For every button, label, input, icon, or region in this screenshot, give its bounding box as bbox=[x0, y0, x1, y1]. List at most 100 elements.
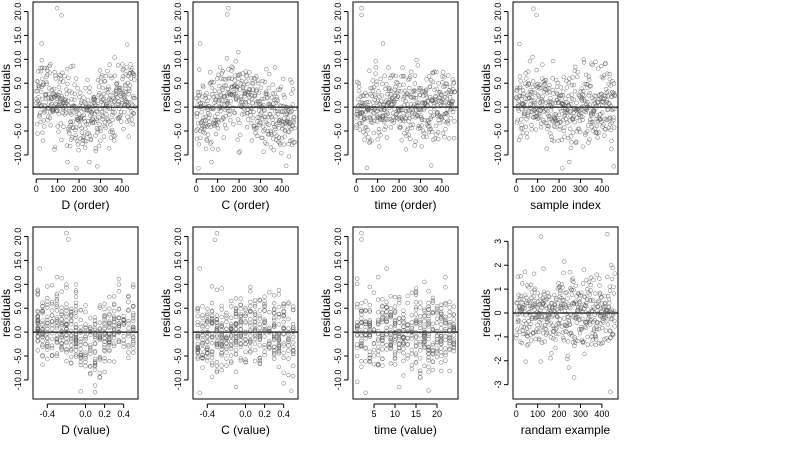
residual-point bbox=[82, 145, 88, 150]
residual-point bbox=[374, 113, 380, 119]
residual-point bbox=[439, 334, 444, 339]
residual-point bbox=[434, 320, 440, 325]
residual-point bbox=[200, 332, 205, 338]
residual-point bbox=[543, 303, 548, 308]
residual-point bbox=[359, 324, 364, 329]
residual-point bbox=[209, 313, 215, 319]
residual-point bbox=[40, 308, 45, 314]
residual-point bbox=[603, 304, 608, 309]
residual-point bbox=[45, 340, 50, 345]
residual-point bbox=[78, 336, 83, 342]
residual-point bbox=[44, 81, 49, 87]
residual-point bbox=[418, 320, 423, 325]
residual-point bbox=[355, 320, 360, 325]
residual-point bbox=[102, 120, 108, 125]
residual-point bbox=[608, 389, 613, 395]
residual-point bbox=[272, 91, 278, 96]
residual-point bbox=[565, 296, 570, 301]
residual-point bbox=[275, 111, 281, 117]
residual-point bbox=[47, 115, 53, 121]
residual-point bbox=[441, 103, 447, 108]
residual-point bbox=[243, 341, 248, 347]
residual-point bbox=[246, 89, 251, 95]
residual-point bbox=[443, 358, 448, 363]
residual-point bbox=[108, 122, 113, 127]
residual-point bbox=[366, 105, 372, 111]
residual-point bbox=[392, 321, 398, 327]
residual-point bbox=[529, 290, 535, 295]
residual-point bbox=[212, 100, 217, 106]
residual-point bbox=[422, 332, 427, 337]
residual-point bbox=[54, 351, 60, 356]
residual-point bbox=[518, 84, 523, 89]
residual-point bbox=[64, 346, 69, 352]
residual-point bbox=[197, 266, 202, 271]
residual-point bbox=[359, 307, 364, 312]
residual-point bbox=[267, 344, 272, 350]
residual-point bbox=[234, 87, 240, 92]
residual-point bbox=[388, 343, 393, 348]
y-tick-label: 15.0 bbox=[13, 27, 23, 45]
y-tick-label: 20.0 bbox=[333, 3, 343, 21]
residual-point bbox=[514, 88, 519, 93]
residual-point bbox=[200, 355, 205, 361]
residual-point bbox=[518, 274, 523, 279]
residual-point bbox=[372, 105, 378, 111]
residual-point bbox=[363, 321, 368, 327]
residual-point bbox=[44, 66, 50, 71]
residual-point bbox=[260, 78, 265, 84]
residual-point bbox=[85, 108, 90, 113]
residual-point bbox=[237, 120, 242, 126]
residual-point bbox=[611, 164, 616, 169]
residual-point bbox=[413, 289, 419, 294]
residual-point bbox=[72, 97, 77, 103]
residual-point bbox=[214, 76, 220, 81]
residual-point bbox=[261, 96, 267, 101]
residual-point bbox=[388, 340, 393, 345]
residual-point bbox=[206, 115, 211, 120]
residual-point bbox=[612, 324, 617, 329]
residual-point bbox=[609, 138, 614, 144]
residual-point bbox=[397, 320, 402, 325]
residual-point bbox=[35, 330, 40, 335]
residual-point bbox=[257, 316, 263, 321]
residual-point bbox=[570, 130, 576, 135]
residual-point bbox=[92, 363, 98, 368]
residual-point bbox=[238, 323, 243, 328]
residual-point bbox=[383, 124, 388, 129]
residual-point bbox=[107, 313, 112, 318]
residual-point bbox=[543, 326, 548, 331]
residual-point bbox=[58, 96, 64, 102]
residual-point bbox=[88, 137, 94, 143]
residual-point bbox=[546, 89, 552, 95]
residual-point bbox=[430, 298, 435, 303]
residual-point bbox=[80, 141, 85, 147]
residual-point bbox=[45, 331, 50, 336]
residual-point bbox=[369, 85, 375, 91]
residual-point bbox=[204, 138, 209, 143]
residual-point bbox=[401, 373, 406, 378]
residual-point bbox=[398, 89, 404, 94]
residual-point bbox=[57, 90, 62, 95]
residual-point bbox=[397, 330, 402, 335]
residual-point bbox=[447, 305, 452, 310]
residual-point bbox=[272, 65, 278, 70]
residual-point bbox=[66, 237, 71, 242]
residual-point bbox=[439, 353, 444, 359]
residual-point bbox=[436, 81, 441, 86]
residual-point bbox=[521, 325, 527, 330]
residual-point bbox=[439, 326, 444, 331]
y-tick-label: 0.0 bbox=[13, 101, 23, 114]
residual-point bbox=[522, 305, 527, 311]
residual-point bbox=[101, 134, 107, 139]
y-tick-label: -3 bbox=[493, 381, 503, 389]
residual-point bbox=[538, 114, 543, 119]
residual-point bbox=[380, 41, 386, 46]
residual-point bbox=[435, 110, 440, 115]
residual-point bbox=[585, 128, 590, 134]
y-tick-label: 0.0 bbox=[333, 326, 343, 339]
residual-point bbox=[212, 123, 217, 129]
residual-point bbox=[104, 112, 109, 117]
residual-point bbox=[437, 120, 442, 126]
residual-point bbox=[262, 298, 267, 304]
